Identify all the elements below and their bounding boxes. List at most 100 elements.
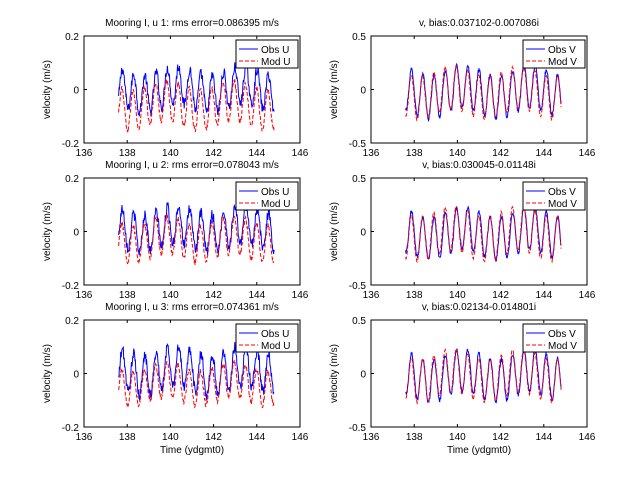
y-axis-label: velocity (m/s) [42, 344, 53, 403]
x-tick-label: 138 [406, 148, 423, 159]
x-tick-label: 144 [535, 432, 552, 443]
subplot-title: Mooring I, u 1: rms error=0.086395 m/s [105, 18, 279, 29]
x-tick-label: 138 [406, 432, 423, 443]
y-tick-label: 0.2 [65, 316, 79, 327]
y-tick-label: -0.5 [349, 139, 367, 150]
y-axis-label: velocity (m/s) [42, 60, 53, 119]
subplot-3-1: 136 138 140 142 144 146 -0.2 0 0.2 Mooring I, u 3… [42, 302, 309, 456]
subplot-title: v, bias:0.030045-0.01148i [422, 160, 536, 171]
x-tick-label: 138 [119, 290, 136, 301]
x-tick-label: 140 [162, 148, 179, 159]
x-tick-label: 144 [535, 290, 552, 301]
series-obs-line [118, 342, 275, 401]
legend-entry: Obs U [261, 329, 289, 340]
subplot-title: Mooring I, u 3: rms error=0.074361 m/s [105, 302, 279, 313]
legend-box [522, 39, 586, 69]
y-tick-label: 0 [73, 370, 79, 381]
x-tick-label: 136 [363, 290, 380, 301]
legend-entry: Mod V [548, 199, 577, 210]
y-tick-label: 0.2 [65, 174, 79, 185]
legend-entry: Mod V [548, 57, 577, 68]
subplot-1-1: 136 138 140 142 144 146 -0.2 0 0.2 Mooring I, u 1… [42, 18, 309, 159]
legend-box [235, 39, 299, 69]
y-tick-label: 0.5 [352, 316, 366, 327]
y-axis-label: velocity (m/s) [329, 202, 340, 261]
x-tick-label: 144 [535, 148, 552, 159]
subplot-1-2: 136 138 140 142 144 146 -0.5 0 0.5 v, bias:0.0371… [329, 18, 596, 159]
series-obs-line [118, 202, 275, 256]
y-axis-label: velocity (m/s) [329, 344, 340, 403]
y-tick-label: -0.2 [62, 281, 80, 292]
series-mod-line [118, 213, 275, 266]
series-obs-line [405, 204, 562, 262]
legend-box [235, 181, 299, 211]
x-tick-label: 144 [248, 290, 265, 301]
y-tick-label: 0.5 [352, 32, 366, 43]
x-tick-label: 142 [205, 148, 222, 159]
subplot-2-1: 136 138 140 142 144 146 -0.2 0 0.2 Mooring I, u 2… [42, 160, 309, 301]
legend-entry: Mod U [261, 341, 290, 352]
y-tick-label: 0 [360, 370, 366, 381]
x-tick-label: 140 [162, 432, 179, 443]
y-tick-label: 0 [73, 228, 79, 239]
series-mod-line [405, 63, 562, 122]
legend-entry: Obs V [548, 329, 576, 340]
x-tick-label: 146 [579, 432, 596, 443]
x-axis-label: Time (ydgmt0) [160, 445, 224, 456]
x-tick-label: 140 [449, 148, 466, 159]
x-tick-label: 138 [119, 148, 136, 159]
y-tick-label: -0.5 [349, 281, 367, 292]
y-tick-label: 0.5 [352, 174, 366, 185]
x-tick-label: 138 [119, 432, 136, 443]
x-tick-label: 138 [406, 290, 423, 301]
legend-entry: Obs U [261, 187, 289, 198]
legend-entry: Obs U [261, 45, 289, 56]
y-tick-label: 0 [360, 228, 366, 239]
x-tick-label: 142 [492, 432, 509, 443]
y-tick-label: 0 [73, 86, 79, 97]
y-tick-label: 0.2 [65, 32, 79, 43]
subplot-title: v, bias:0.02134-0.014801i [422, 302, 536, 313]
x-tick-label: 140 [162, 290, 179, 301]
legend-entry: Obs V [548, 187, 576, 198]
series-obs-line [118, 61, 275, 117]
y-tick-label: -0.5 [349, 423, 367, 434]
x-tick-label: 142 [492, 290, 509, 301]
legend-entry: Mod U [261, 199, 290, 210]
legend-entry: Mod U [261, 57, 290, 68]
x-tick-label: 144 [248, 148, 265, 159]
x-tick-label: 140 [449, 290, 466, 301]
series-mod-line [405, 203, 562, 264]
subplot-3-2: 136 138 140 142 144 146 -0.5 0 0.5 v, bias:0.0213… [329, 302, 596, 456]
x-tick-label: 136 [76, 290, 93, 301]
y-tick-label: 0 [360, 86, 366, 97]
y-tick-label: -0.2 [62, 423, 80, 434]
y-axis-label: velocity (m/s) [42, 202, 53, 261]
x-axis-label: Time (ydgmt0) [447, 445, 511, 456]
legend-entry: Mod V [548, 341, 577, 352]
legend-entry: Obs V [548, 45, 576, 56]
subplot-2-2: 136 138 140 142 144 146 -0.5 0 0.5 v, bias:0.0300… [329, 160, 596, 301]
x-tick-label: 136 [76, 432, 93, 443]
series-mod-line [405, 346, 562, 405]
y-axis-label: velocity (m/s) [329, 60, 340, 119]
y-tick-label: -0.2 [62, 139, 80, 150]
x-tick-label: 142 [205, 290, 222, 301]
x-tick-label: 146 [292, 432, 309, 443]
x-tick-label: 146 [292, 290, 309, 301]
x-tick-label: 146 [579, 148, 596, 159]
x-tick-label: 142 [205, 432, 222, 443]
subplot-title: v, bias:0.037102-0.007086i [419, 18, 539, 29]
x-tick-label: 136 [363, 148, 380, 159]
legend-box [522, 181, 586, 211]
legend-box [235, 323, 299, 353]
series-mod-line [118, 78, 275, 134]
x-tick-label: 142 [492, 148, 509, 159]
legend-box [522, 323, 586, 353]
